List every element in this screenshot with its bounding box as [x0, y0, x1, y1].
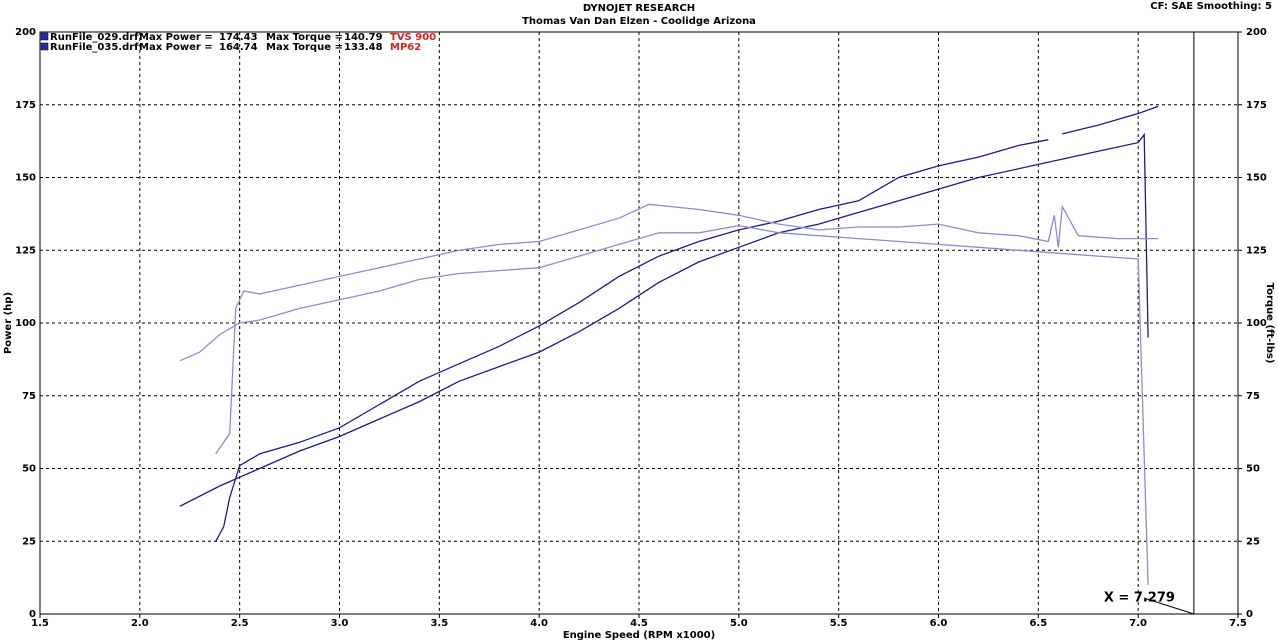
x-tick-label: 6.0	[930, 618, 948, 629]
y2-tick-label: 125	[1246, 245, 1267, 256]
y2-tick-label: 25	[1246, 536, 1260, 547]
y-tick-label: 125	[15, 245, 36, 256]
y-tick-label: 25	[22, 536, 36, 547]
chart-title: DYNOJET RESEARCH	[583, 3, 695, 14]
legend-power-value: 174.43	[219, 32, 258, 43]
x-tick-label: 5.5	[830, 618, 848, 629]
x-tick-label: 6.5	[1029, 618, 1047, 629]
y2-tick-label: 150	[1246, 173, 1267, 184]
legend-tag: MP62	[390, 42, 421, 53]
y2-tick-label: 0	[1246, 609, 1253, 620]
y2-tick-label: 175	[1246, 100, 1267, 111]
x-tick-label: 1.5	[31, 618, 49, 629]
legend-swatch	[40, 32, 49, 41]
chart-subtitle: Thomas Van Dan Elzen - Coolidge Arizona	[522, 16, 756, 27]
x-tick-label: 3.5	[430, 618, 448, 629]
legend-power-value: 164.74	[219, 42, 258, 53]
x-axis-title: Engine Speed (RPM x1000)	[563, 630, 715, 641]
y-tick-label: 75	[22, 391, 36, 402]
legend-torque-label: Max Torque =	[266, 32, 343, 43]
y-tick-label: 100	[15, 318, 36, 329]
legend-power-label: Max Power =	[139, 42, 213, 53]
legend-power-label: Max Power =	[139, 32, 213, 43]
y2-tick-label: 50	[1246, 464, 1260, 475]
y2-tick-label: 200	[1246, 27, 1267, 38]
x-tick-label: 7.0	[1129, 618, 1147, 629]
legend-torque-value: 140.79	[344, 32, 383, 43]
y2-axis-title: Torque (ft-lbs)	[1264, 283, 1275, 364]
y-axis-title: Power (hp)	[3, 292, 14, 354]
series-line	[215, 105, 1159, 542]
legend-torque-value: 133.48	[344, 42, 383, 53]
cursor-label: X = 7.279	[1104, 591, 1175, 606]
x-tick-label: 4.0	[530, 618, 548, 629]
series-line	[179, 224, 1149, 585]
y-tick-label: 50	[22, 464, 36, 475]
y-tick-label: 150	[15, 173, 36, 184]
y2-tick-label: 75	[1246, 391, 1260, 402]
series-line	[215, 203, 1159, 455]
y-tick-label: 0	[29, 609, 36, 620]
x-tick-label: 3.0	[331, 618, 349, 629]
y-tick-label: 175	[15, 100, 36, 111]
legend-torque-label: Max Torque =	[266, 42, 343, 53]
y-tick-label: 200	[15, 27, 36, 38]
series-line	[179, 132, 1149, 507]
x-tick-label: 7.5	[1229, 618, 1247, 629]
legend-name: RunFile_029.drf	[50, 32, 139, 43]
legend-tag: TVS 900	[390, 32, 436, 43]
x-tick-label: 2.0	[131, 618, 149, 629]
x-tick-label: 5.0	[730, 618, 748, 629]
x-tick-label: 2.5	[231, 618, 249, 629]
y2-tick-label: 100	[1246, 318, 1267, 329]
cursor-pointer	[1143, 597, 1195, 615]
legend-name: RunFile_035.drf	[50, 42, 139, 53]
x-tick-label: 4.5	[630, 618, 648, 629]
legend-swatch	[40, 42, 49, 51]
settings-text: CF: SAE Smoothing: 5	[1150, 1, 1272, 12]
